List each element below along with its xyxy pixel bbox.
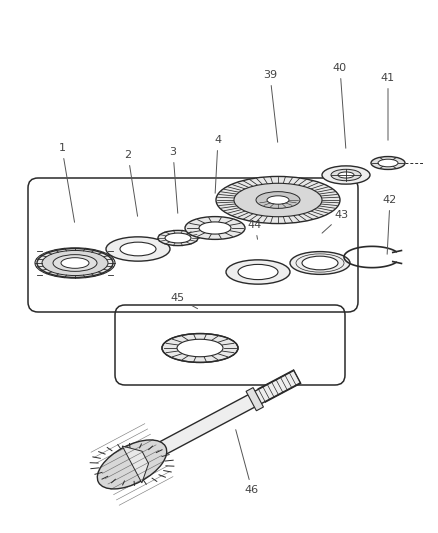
Ellipse shape <box>177 340 223 357</box>
Ellipse shape <box>61 257 89 268</box>
Ellipse shape <box>370 157 404 169</box>
Text: 41: 41 <box>380 73 394 140</box>
Ellipse shape <box>337 172 353 178</box>
Ellipse shape <box>215 176 339 223</box>
Ellipse shape <box>184 216 244 239</box>
Ellipse shape <box>165 233 191 243</box>
Text: 40: 40 <box>332 63 346 148</box>
Text: 2: 2 <box>124 150 137 216</box>
Polygon shape <box>122 446 148 483</box>
Text: 46: 46 <box>235 430 258 495</box>
Ellipse shape <box>237 264 277 280</box>
Ellipse shape <box>266 196 288 204</box>
Ellipse shape <box>321 166 369 184</box>
Ellipse shape <box>120 242 155 256</box>
Ellipse shape <box>106 237 170 261</box>
Ellipse shape <box>377 159 397 167</box>
Text: 45: 45 <box>170 293 197 309</box>
Ellipse shape <box>37 248 113 278</box>
Ellipse shape <box>42 251 108 276</box>
Text: 1: 1 <box>58 143 74 222</box>
Text: 42: 42 <box>382 195 396 254</box>
Polygon shape <box>245 387 263 411</box>
Ellipse shape <box>330 169 360 181</box>
Text: 4: 4 <box>214 135 221 193</box>
Ellipse shape <box>226 260 290 284</box>
Ellipse shape <box>290 252 349 274</box>
Text: 39: 39 <box>262 70 277 142</box>
Ellipse shape <box>97 440 166 489</box>
Text: 3: 3 <box>169 147 177 213</box>
Ellipse shape <box>198 222 230 234</box>
Ellipse shape <box>255 192 299 208</box>
Text: 44: 44 <box>247 220 261 239</box>
Ellipse shape <box>158 230 198 246</box>
Text: 43: 43 <box>321 210 348 233</box>
Ellipse shape <box>301 256 337 270</box>
Polygon shape <box>141 370 300 464</box>
Ellipse shape <box>53 255 97 271</box>
Ellipse shape <box>162 334 237 362</box>
Ellipse shape <box>233 183 321 217</box>
